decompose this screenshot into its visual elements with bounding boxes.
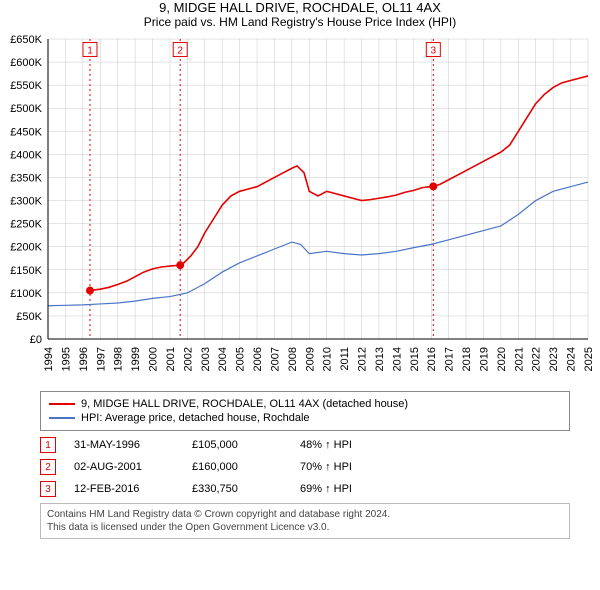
svg-text:2015: 2015 bbox=[409, 347, 421, 371]
svg-text:£100K: £100K bbox=[10, 288, 42, 300]
svg-text:2022: 2022 bbox=[531, 347, 543, 371]
svg-text:2010: 2010 bbox=[322, 347, 334, 371]
svg-text:1998: 1998 bbox=[113, 347, 125, 371]
svg-text:2002: 2002 bbox=[182, 347, 194, 371]
event-delta: 69% ↑ HPI bbox=[300, 483, 570, 495]
event-price: £160,000 bbox=[192, 461, 282, 473]
svg-text:2013: 2013 bbox=[374, 347, 386, 371]
svg-text:2000: 2000 bbox=[148, 347, 160, 371]
svg-text:£250K: £250K bbox=[10, 219, 42, 231]
svg-text:3: 3 bbox=[431, 46, 437, 57]
svg-text:2: 2 bbox=[177, 46, 183, 57]
svg-text:2012: 2012 bbox=[357, 347, 369, 371]
attribution-footer: Contains HM Land Registry data © Crown c… bbox=[40, 503, 570, 539]
event-price: £105,000 bbox=[192, 439, 282, 451]
svg-text:2021: 2021 bbox=[513, 347, 525, 371]
svg-text:2016: 2016 bbox=[426, 347, 438, 371]
svg-text:£200K: £200K bbox=[10, 242, 42, 254]
event-badge: 2 bbox=[40, 459, 56, 475]
svg-text:£350K: £350K bbox=[10, 172, 42, 184]
svg-text:2014: 2014 bbox=[391, 347, 403, 371]
svg-text:£450K: £450K bbox=[10, 126, 42, 138]
chart-container: { "title": "9, MIDGE HALL DRIVE, ROCHDAL… bbox=[0, 0, 600, 590]
svg-text:£550K: £550K bbox=[10, 80, 42, 92]
svg-text:1995: 1995 bbox=[60, 347, 72, 371]
footer-text: Contains HM Land Registry data © Crown c… bbox=[47, 508, 563, 521]
svg-text:1999: 1999 bbox=[130, 347, 142, 371]
legend-swatch bbox=[49, 403, 75, 405]
svg-text:2024: 2024 bbox=[566, 347, 578, 371]
svg-text:2001: 2001 bbox=[165, 347, 177, 371]
svg-text:2008: 2008 bbox=[287, 347, 299, 371]
transaction-row: 1 31-MAY-1996 £105,000 48% ↑ HPI bbox=[40, 437, 570, 453]
transaction-row: 2 02-AUG-2001 £160,000 70% ↑ HPI bbox=[40, 459, 570, 475]
svg-text:£400K: £400K bbox=[10, 149, 42, 161]
event-delta: 70% ↑ HPI bbox=[300, 461, 570, 473]
svg-text:£0: £0 bbox=[30, 334, 42, 346]
svg-text:2009: 2009 bbox=[304, 347, 316, 371]
event-price: £330,750 bbox=[192, 483, 282, 495]
legend: 9, MIDGE HALL DRIVE, ROCHDALE, OL11 4AX … bbox=[40, 391, 570, 431]
svg-text:£150K: £150K bbox=[10, 265, 42, 277]
svg-text:£600K: £600K bbox=[10, 57, 42, 69]
svg-text:2023: 2023 bbox=[548, 347, 560, 371]
svg-text:2007: 2007 bbox=[269, 347, 281, 371]
svg-text:1994: 1994 bbox=[43, 347, 55, 371]
event-badge: 1 bbox=[40, 437, 56, 453]
svg-text:2011: 2011 bbox=[339, 347, 351, 371]
legend-label: 9, MIDGE HALL DRIVE, ROCHDALE, OL11 4AX … bbox=[81, 398, 408, 410]
footer-text: This data is licensed under the Open Gov… bbox=[47, 521, 563, 534]
line-chart: £0 £50K £100K £150K £200K £250K £300K £350K £400… bbox=[0, 29, 600, 385]
svg-text:2020: 2020 bbox=[496, 347, 508, 371]
svg-text:2017: 2017 bbox=[444, 347, 456, 371]
svg-text:2019: 2019 bbox=[478, 347, 490, 371]
event-delta: 48% ↑ HPI bbox=[300, 439, 570, 451]
legend-label: HPI: Average price, detached house, Roch… bbox=[81, 412, 310, 424]
svg-text:2004: 2004 bbox=[217, 347, 229, 371]
legend-item: HPI: Average price, detached house, Roch… bbox=[49, 412, 561, 424]
svg-text:2025: 2025 bbox=[583, 347, 595, 371]
chart-title: 9, MIDGE HALL DRIVE, ROCHDALE, OL11 4AX bbox=[0, 0, 600, 15]
svg-text:2003: 2003 bbox=[200, 347, 212, 371]
svg-text:1997: 1997 bbox=[95, 347, 107, 371]
svg-text:£500K: £500K bbox=[10, 103, 42, 115]
svg-text:1996: 1996 bbox=[78, 347, 90, 371]
legend-swatch bbox=[49, 417, 75, 419]
svg-text:£300K: £300K bbox=[10, 196, 42, 208]
transaction-row: 3 12-FEB-2016 £330,750 69% ↑ HPI bbox=[40, 481, 570, 497]
legend-item: 9, MIDGE HALL DRIVE, ROCHDALE, OL11 4AX … bbox=[49, 398, 561, 410]
event-date: 02-AUG-2001 bbox=[74, 461, 174, 473]
svg-text:£650K: £650K bbox=[10, 34, 42, 46]
chart-subtitle: Price paid vs. HM Land Registry's House … bbox=[0, 15, 600, 29]
event-date: 31-MAY-1996 bbox=[74, 439, 174, 451]
svg-text:1: 1 bbox=[87, 46, 93, 57]
event-date: 12-FEB-2016 bbox=[74, 483, 174, 495]
event-badge: 3 bbox=[40, 481, 56, 497]
svg-text:£50K: £50K bbox=[16, 311, 42, 323]
svg-text:2006: 2006 bbox=[252, 347, 264, 371]
transaction-list: 1 31-MAY-1996 £105,000 48% ↑ HPI 2 02-AU… bbox=[40, 437, 570, 497]
svg-text:2005: 2005 bbox=[235, 347, 247, 371]
svg-text:2018: 2018 bbox=[461, 347, 473, 371]
